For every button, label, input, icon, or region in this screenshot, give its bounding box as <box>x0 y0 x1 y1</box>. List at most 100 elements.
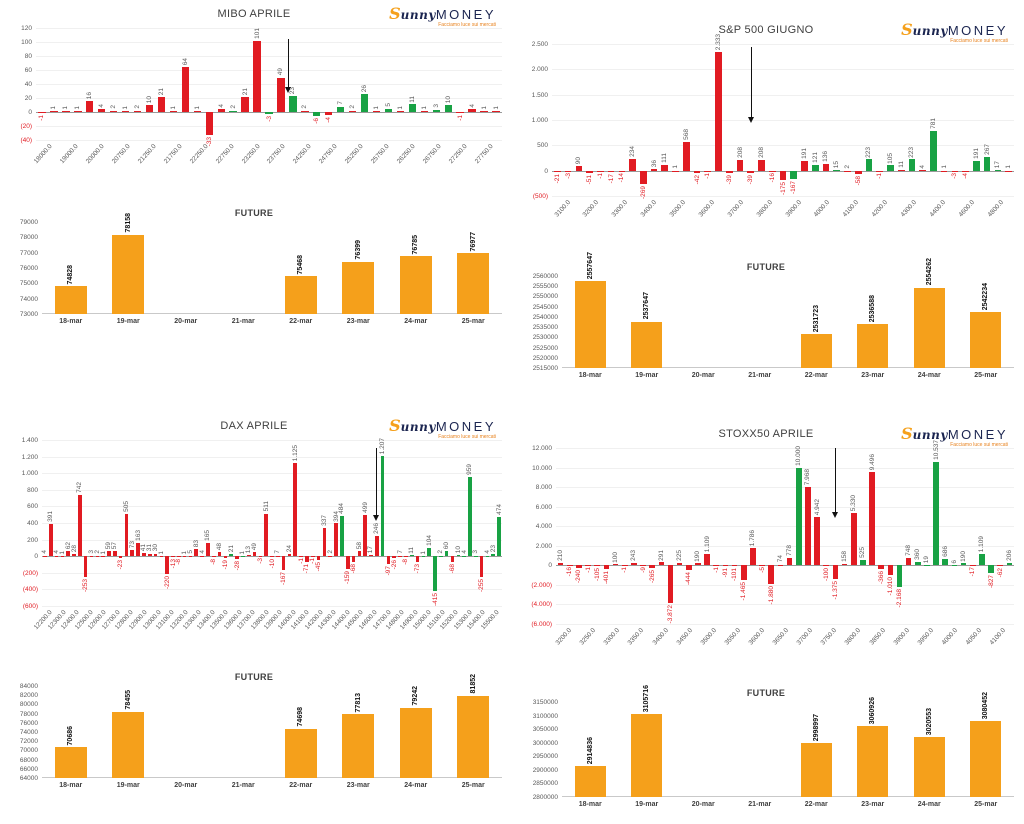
y-axis-tick-label: 8.000 <box>535 484 552 492</box>
bar <box>133 110 142 112</box>
bar-value-label: -100 <box>822 568 830 582</box>
quadrant-mibo: MIBO APRILE SunnyMONEY Facciamo luce sui… <box>0 0 512 412</box>
future-bar <box>631 321 663 368</box>
bar-value-label: -19 <box>221 559 229 570</box>
x-axis-category-label: 19-mar <box>116 782 140 789</box>
bar-value-label: 105 <box>886 152 894 164</box>
x-axis-category-label: 24-mar <box>917 801 941 808</box>
x-axis-category-label: 20-mar <box>174 318 198 325</box>
y-axis-tick-label: 0 <box>28 109 32 116</box>
bar <box>747 170 755 173</box>
bar <box>693 170 701 173</box>
y-axis-tick-label: 82000 <box>19 692 38 700</box>
bar-value-label: 16 <box>86 91 94 99</box>
y-axis-tick-label: 75000 <box>19 280 38 288</box>
bar <box>462 555 466 557</box>
bar <box>607 170 615 172</box>
bar-value-label: 90 <box>575 156 583 165</box>
bar-value-label: -14 <box>618 173 626 183</box>
y-axis-tick-label: 500 <box>537 142 548 150</box>
bar-value-label: 225 <box>676 550 684 562</box>
x-axis-tick-label: 24750.0 <box>318 143 339 166</box>
bar <box>586 170 593 174</box>
y-axis-tick-label: 600 <box>27 503 38 511</box>
bar <box>456 555 461 557</box>
plot-area: 74828 78158 75468 76399 76785 76977 <box>42 213 502 314</box>
x-axis-category-label: 24-mar <box>404 318 428 325</box>
bar <box>750 547 756 566</box>
chart-title: DAX APRILE <box>220 420 288 432</box>
bar-value-label: -1.880 <box>767 585 775 605</box>
bar <box>392 556 397 559</box>
bar <box>492 111 500 113</box>
bar <box>345 556 350 570</box>
future-bar-value-label: 78455 <box>124 690 132 710</box>
future-bar <box>342 261 375 314</box>
chart-header: S&P 500 GIUGNO SunnyMONEY Facciamo luce … <box>518 22 1014 44</box>
future-bar <box>631 714 663 797</box>
x-axis-tick-label: 3350.0 <box>627 627 646 647</box>
y-axis-spacer <box>6 140 36 192</box>
bar <box>200 555 204 557</box>
bar <box>386 556 391 565</box>
gridline <box>556 545 1014 547</box>
y-axis: 3150000 3100000 3050000 3000000 2950000 29000… <box>518 699 562 801</box>
x-axis-tick-label: 4000.0 <box>940 627 959 647</box>
bar <box>95 556 100 558</box>
y-axis-tick-label: 100 <box>21 39 32 46</box>
logo-caps-text: MONEY <box>435 7 496 22</box>
bar-value-label: 190 <box>960 550 968 562</box>
x-axis-category-label: 21-mar <box>231 782 255 789</box>
y-axis-tick-label: 84000 <box>19 683 38 690</box>
bar-value-label: -8 <box>175 558 183 565</box>
y-axis-tick-label: 3050000 <box>532 726 558 734</box>
y-axis-tick-label: 2530000 <box>532 334 558 342</box>
bar-value-label: -167 <box>280 572 288 586</box>
bar-value-label: 337 <box>320 515 328 527</box>
bar-value-label: 10 <box>146 95 153 103</box>
bar-value-label: -1 <box>704 172 712 179</box>
future-bar-value-label: 2542234 <box>982 283 990 311</box>
bar-value-label: 191 <box>972 148 980 159</box>
x-axis-tick-label: 26250.0 <box>395 143 417 166</box>
bar <box>404 556 408 558</box>
bar <box>380 456 385 557</box>
bar-value-label: -28 <box>233 560 241 570</box>
bar-value-label: 64 <box>181 57 189 66</box>
bar <box>456 112 464 113</box>
bar-value-label: -1.375 <box>831 580 839 600</box>
bar <box>914 561 921 566</box>
bar-value-label: 11 <box>897 161 905 169</box>
bar <box>850 513 857 566</box>
logo-wordmark: SunnyMONEY <box>901 22 1008 39</box>
x-axis-tick-label: 21250.0 <box>136 143 158 166</box>
bar-value-label: 484 <box>338 503 346 515</box>
bar-value-label: 163 <box>134 529 142 541</box>
baseline-axis-line <box>562 796 1014 797</box>
logo-s-glyph: S <box>901 20 913 39</box>
logo-wordmark: SunnyMONEY <box>389 6 496 23</box>
bar-value-label: 2 <box>437 550 445 555</box>
bar-value-label: -3 <box>951 172 959 179</box>
future-bar <box>857 726 889 797</box>
gridline <box>552 94 1014 96</box>
bar <box>731 565 738 567</box>
chart-stoxx50-future: FUTURE 3150000 3100000 3050000 3000000 29500… <box>518 685 1014 813</box>
bar-value-label: 4 <box>919 164 927 169</box>
bar-value-label: -415 <box>431 592 439 606</box>
bar-value-label: 136 <box>822 150 830 162</box>
future-bar-value-label: 70686 <box>67 725 75 746</box>
bar-value-label: 1.125 <box>291 444 299 461</box>
bar-value-label: 360 <box>914 548 922 560</box>
y-axis-tick-label: 60 <box>24 67 32 74</box>
bar-value-label: 15 <box>833 160 841 168</box>
gridline <box>42 523 502 524</box>
y-axis-tick-label: 2535000 <box>532 324 558 332</box>
bar <box>473 555 478 557</box>
bar-value-label: 191 <box>800 148 808 159</box>
bar-value-label: 1 <box>99 550 107 555</box>
bar-value-label: -58 <box>854 175 862 185</box>
logo-tagline: Facciamo luce sui mercati <box>438 22 496 28</box>
bar-value-label: 1 <box>396 105 404 110</box>
bar <box>768 170 776 172</box>
